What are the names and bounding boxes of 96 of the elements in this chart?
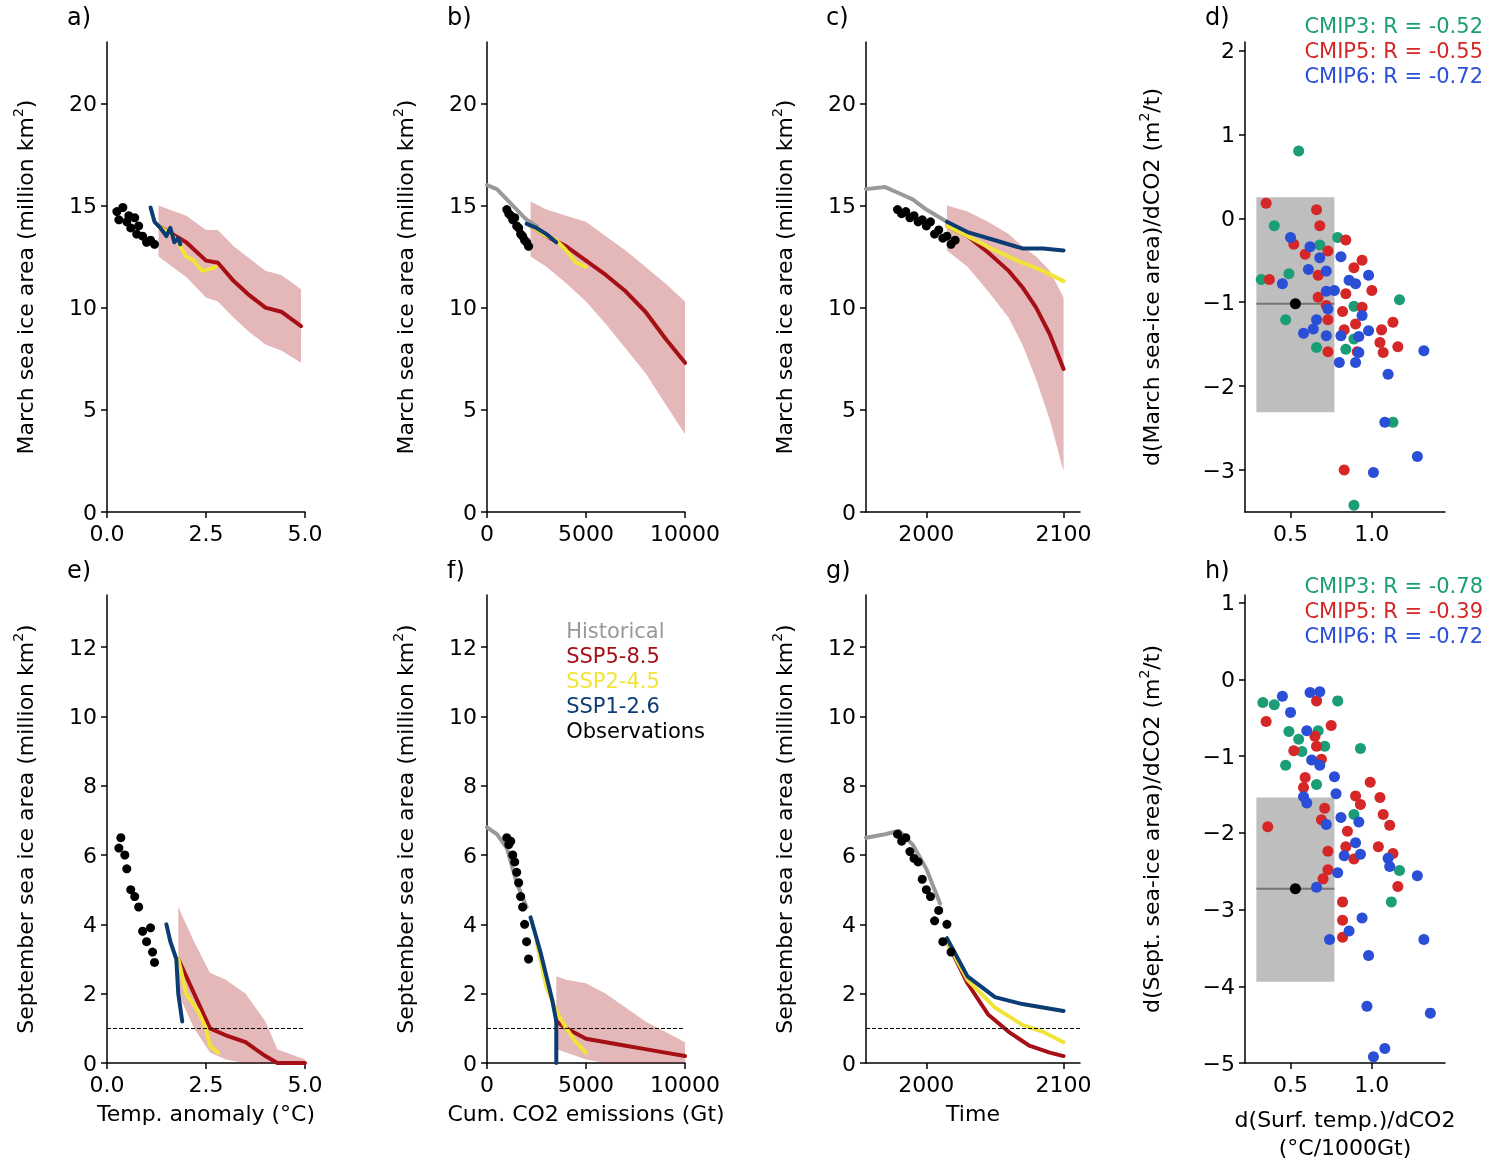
y-tick-label: 12 xyxy=(828,634,856,660)
chart-title: h) xyxy=(1205,556,1230,584)
text: SSP5-8.5 xyxy=(566,643,660,668)
y-tick-label: 2 xyxy=(1221,37,1235,63)
y-tick-label: 5 xyxy=(463,397,477,423)
x-tick-label: 0.5 xyxy=(1273,1071,1309,1097)
y-tick-label: 10 xyxy=(449,295,477,321)
y-tick-label: −1 xyxy=(1202,743,1235,769)
x-axis-title: Time xyxy=(945,1101,1000,1127)
chart-title: b) xyxy=(447,3,472,31)
y-tick-label: 0 xyxy=(1221,205,1235,231)
y-tick-label: 10 xyxy=(828,295,856,321)
y-tick-label: 4 xyxy=(83,911,97,937)
y-tick-label: 0 xyxy=(1221,666,1235,692)
x-tick-label: 0.5 xyxy=(1273,520,1309,546)
y-axis-title: d(March sea-ice area)/dCO2 (m2/t) xyxy=(1136,88,1164,466)
chart-title: g) xyxy=(826,556,851,584)
y-tick-label: 4 xyxy=(842,911,856,937)
x-tick-label: 2.5 xyxy=(188,520,224,546)
y-axis-title: September sea ice area (million km2) xyxy=(769,624,797,1034)
y-tick-label: −3 xyxy=(1202,457,1235,483)
y-axis-title: March sea ice area (million km2) xyxy=(390,99,418,455)
y-tick-label: 5 xyxy=(83,397,97,423)
x-tick-label: 10000 xyxy=(650,1071,720,1097)
x-tick-label: 1.0 xyxy=(1354,520,1390,546)
chart-title: c) xyxy=(826,3,849,31)
y-tick-label: 0 xyxy=(463,499,477,525)
y-tick-label: 12 xyxy=(449,634,477,660)
x-tick-label: 1.0 xyxy=(1354,1071,1390,1097)
y-tick-label: 5 xyxy=(842,397,856,423)
x-tick-label: 2000 xyxy=(898,1071,955,1097)
y-axis-title: September sea ice area (million km2) xyxy=(390,624,418,1034)
text: SSP1-2.6 xyxy=(566,693,660,718)
y-tick-label: −2 xyxy=(1202,373,1235,399)
y-tick-label: −5 xyxy=(1202,1050,1235,1076)
y-axis-title: March sea ice area (million km2) xyxy=(769,99,797,455)
y-axis-title: September sea ice area (million km2) xyxy=(10,624,38,1034)
text: CMIP5: R = -0.39 xyxy=(1304,598,1483,623)
chart-title: d) xyxy=(1205,3,1230,31)
y-tick-label: −2 xyxy=(1202,820,1235,846)
y-tick-label: 8 xyxy=(842,773,856,799)
x-tick-label: 5000 xyxy=(558,1071,614,1097)
y-axis-title: d(Sept. sea-ice area)/dCO2 (m2/t) xyxy=(1136,644,1164,1014)
x-tick-label: 2.5 xyxy=(188,1071,224,1097)
x-tick-label: 2000 xyxy=(898,520,955,546)
y-tick-label: 20 xyxy=(69,90,97,116)
y-tick-label: 6 xyxy=(463,842,477,868)
x-axis-title: Temp. anomaly (°C) xyxy=(95,1101,316,1127)
y-tick-label: 10 xyxy=(69,295,97,321)
x-tick-label: 2100 xyxy=(1035,520,1092,546)
x-tick-label: 5000 xyxy=(558,520,614,546)
y-tick-label: 15 xyxy=(828,192,856,218)
y-tick-label: 0 xyxy=(842,1050,856,1076)
y-tick-label: 8 xyxy=(463,773,477,799)
text: Historical xyxy=(566,618,665,643)
text: Observations xyxy=(566,718,706,743)
y-tick-label: 0 xyxy=(463,1050,477,1076)
x-tick-label: 2100 xyxy=(1035,1071,1092,1097)
y-tick-label: 2 xyxy=(83,981,97,1007)
x-axis-title: d(Surf. temp.)/dCO2 (°C/1000Gt) xyxy=(1234,1106,1456,1160)
y-tick-label: −3 xyxy=(1202,897,1235,923)
y-tick-label: 12 xyxy=(69,634,97,660)
y-tick-label: 6 xyxy=(842,842,856,868)
x-tick-label: 5.0 xyxy=(287,1071,323,1097)
x-axis-title: Cum. CO2 emissions (Gt) xyxy=(447,1101,725,1127)
y-tick-label: 10 xyxy=(69,703,97,729)
y-tick-label: −4 xyxy=(1202,973,1235,999)
text: CMIP6: R = -0.72 xyxy=(1304,63,1483,88)
y-tick-label: 15 xyxy=(69,192,97,218)
text: CMIP3: R = -0.78 xyxy=(1304,573,1483,598)
y-tick-label: 8 xyxy=(83,773,97,799)
x-tick-label: 0 xyxy=(480,1071,494,1097)
y-tick-label: 6 xyxy=(83,842,97,868)
y-tick-label: −1 xyxy=(1202,289,1235,315)
y-tick-label: 2 xyxy=(842,981,856,1007)
text: CMIP5: R = -0.55 xyxy=(1304,38,1483,63)
y-tick-label: 4 xyxy=(463,911,477,937)
y-tick-label: 0 xyxy=(842,499,856,525)
chart-title: e) xyxy=(67,556,92,584)
y-tick-label: 20 xyxy=(828,90,856,116)
y-tick-label: 1 xyxy=(1221,121,1235,147)
x-tick-label: 10000 xyxy=(650,520,720,546)
chart-title: f) xyxy=(447,556,465,584)
chart-title: a) xyxy=(67,3,92,31)
series-label: CMIP6: R = -0.72 xyxy=(1304,623,1483,648)
y-tick-label: 15 xyxy=(449,192,477,218)
text: CMIP3: R = -0.52 xyxy=(1304,13,1483,38)
y-tick-label: 20 xyxy=(449,90,477,116)
y-tick-label: 1 xyxy=(1221,590,1235,616)
y-tick-label: 2 xyxy=(463,981,477,1007)
y-axis-title: March sea ice area (million km2) xyxy=(10,99,38,455)
x-tick-label: 0 xyxy=(480,520,494,546)
text: SSP2-4.5 xyxy=(566,668,660,693)
y-tick-label: 10 xyxy=(828,703,856,729)
y-tick-label: 10 xyxy=(449,703,477,729)
x-tick-label: 5.0 xyxy=(287,520,323,546)
